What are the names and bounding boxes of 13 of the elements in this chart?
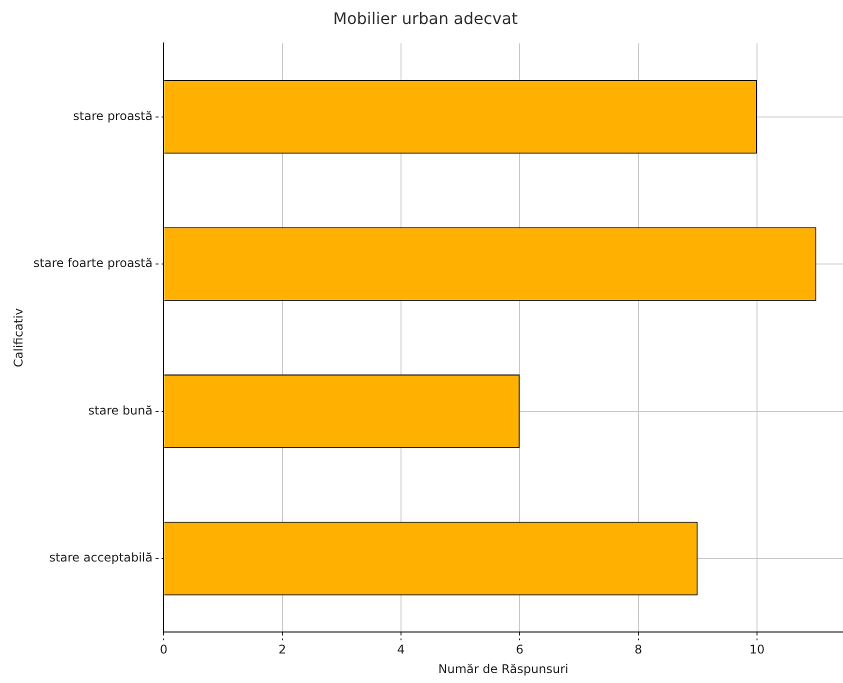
x-tick-label: 4 <box>397 642 405 657</box>
x-tick-label: 0 <box>160 642 168 657</box>
chart-title: Mobilier urban adecvat <box>333 8 518 28</box>
y-tick-label: stare acceptabilă <box>49 550 153 565</box>
x-tick-label: 6 <box>516 642 524 657</box>
y-tick-label: stare foarte proastă <box>33 256 153 270</box>
y-axis-title: Calificativ <box>11 308 26 368</box>
y-tick-label: stare bună <box>88 403 153 418</box>
y-tick-label: stare proastă <box>73 108 153 123</box>
x-axis-title: Număr de Răspunsuri <box>438 662 568 676</box>
x-tick-label: 10 <box>749 642 765 657</box>
x-tick-label: 8 <box>634 642 642 657</box>
x-tick-label: 2 <box>278 642 286 657</box>
